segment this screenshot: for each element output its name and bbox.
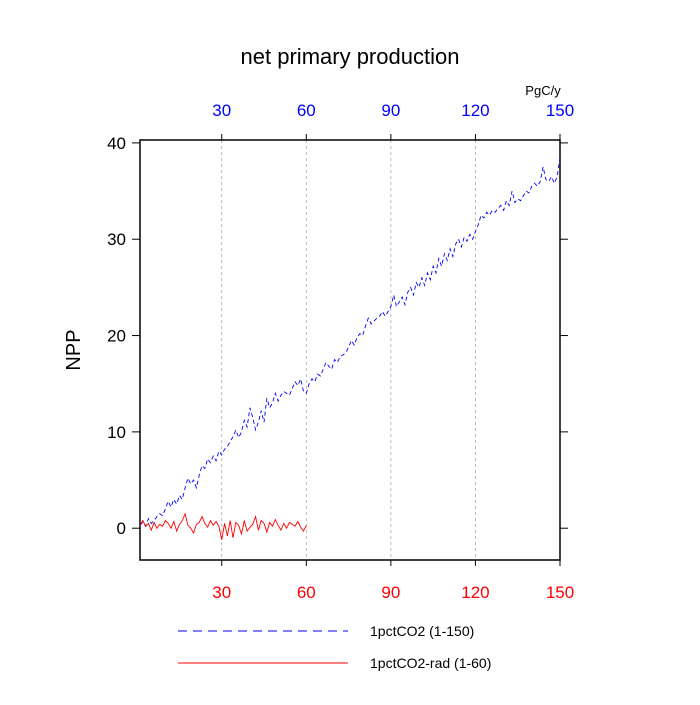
x-tick-label: 90	[381, 583, 400, 602]
x-tick-label: 150	[546, 583, 574, 602]
x-tick-label: 30	[212, 583, 231, 602]
x2-tick-label: 120	[461, 101, 489, 120]
x2-unit: PgC/y	[525, 83, 561, 98]
x2-tick-label: 150	[546, 101, 574, 120]
y-tick-label: 20	[107, 327, 126, 346]
chart-title: net primary production	[241, 44, 460, 69]
y-axis-label: NPP	[63, 329, 85, 370]
y-tick-label: 30	[107, 230, 126, 249]
y-tick-label: 10	[107, 423, 126, 442]
series-line	[139, 157, 561, 528]
x-tick-label: 120	[461, 583, 489, 602]
y-tick-label: 0	[117, 519, 126, 538]
x-tick-label: 60	[297, 583, 316, 602]
legend-label: 1pctCO2 (1-150)	[370, 623, 474, 639]
series-line	[139, 512, 307, 540]
plot-frame	[139, 139, 561, 561]
y-tick-label: 40	[107, 134, 126, 153]
x2-tick-label: 60	[297, 101, 316, 120]
legend-label: 1pctCO2-rad (1-60)	[370, 655, 491, 671]
x2-tick-label: 30	[212, 101, 231, 120]
x2-tick-label: 90	[381, 101, 400, 120]
